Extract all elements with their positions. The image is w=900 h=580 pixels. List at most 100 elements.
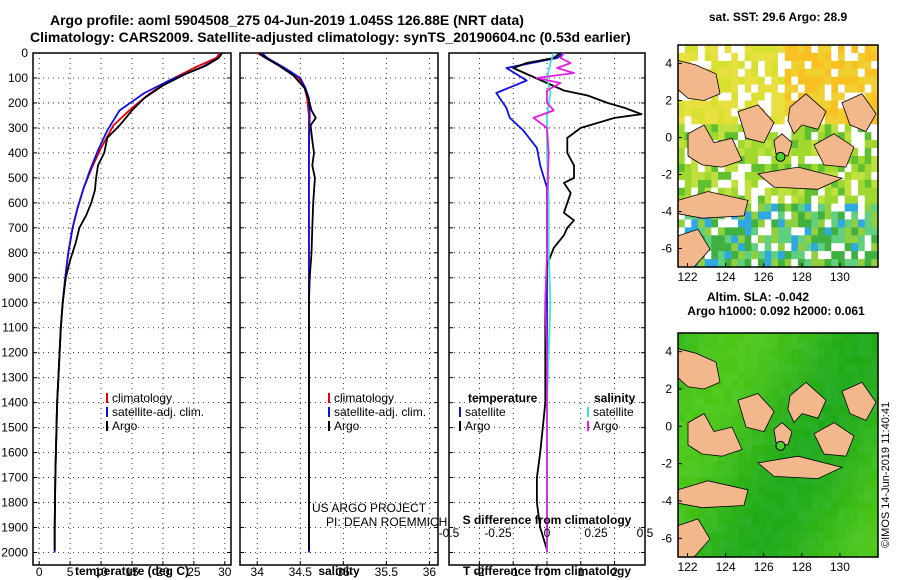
map-cell [684,405,692,414]
map-cell [758,381,766,390]
map-cell [818,76,826,86]
map-cell [684,509,692,518]
map-cell [864,211,872,220]
map-cell [678,219,686,228]
map-cell [758,52,766,62]
map-cell [751,461,759,470]
map-cell [764,437,772,446]
map-cell [771,533,779,542]
map-cell [824,501,832,510]
map-cell [738,509,746,518]
map-cell [751,219,759,228]
map-cell [771,421,779,430]
map-cell [864,549,872,558]
map-cell [784,235,792,244]
map-cell [711,116,719,125]
map-cell [711,251,719,260]
map-cell [818,493,826,502]
map-cell [751,60,759,70]
map-cell [871,373,879,382]
map-cell [718,108,726,117]
map-cell [844,84,852,94]
map-cell [751,45,759,54]
map-y-tick-label: 4 [665,345,672,359]
map-cell [724,373,732,382]
map-cell [731,251,739,260]
map-cell [718,163,726,173]
map-cell [678,445,686,454]
map-cell [771,357,779,366]
map-cell [678,437,686,446]
map-cell [838,251,846,260]
map-cell [758,549,766,558]
map-cell [778,453,786,462]
map-cell [698,259,706,268]
x-tick-label: 0 [36,565,43,579]
map-cell [731,52,739,62]
map-cell [678,469,686,478]
y-tick-label: 1000 [1,296,28,310]
map-cell [824,397,832,406]
map-cell [871,341,879,350]
map-cell [818,373,826,382]
map-cell [798,187,806,197]
map-cell [718,509,726,518]
map-cell [864,477,872,486]
map-frame [677,44,879,268]
map-cell [684,333,692,342]
map-cell [771,52,779,62]
land-polygon [787,381,827,424]
map-cell [864,349,872,358]
map-cell [798,373,806,382]
map-cell [871,429,879,438]
map-cell [798,413,806,422]
map-cell [851,453,859,462]
map-cell [751,437,759,446]
map-cell [864,365,872,374]
map-cell [818,227,826,236]
map-cell [858,179,866,189]
map-cell [764,132,772,141]
map-cell [804,549,812,558]
map-cell [818,92,826,102]
map-cell [751,509,759,518]
map-cell [758,92,766,102]
map-cell [731,357,739,366]
map-cell [764,45,772,54]
map-cell [731,60,739,70]
map-cell [864,251,872,260]
map-cell [864,179,872,189]
map-cell [684,469,692,478]
map-cell [791,509,799,518]
map-cell [678,116,686,125]
map-cell [698,171,706,181]
map-cell [771,235,779,244]
map-cell [791,52,799,62]
map-cell [811,485,819,494]
map-cell [838,485,846,494]
map-cell [778,493,786,502]
map-cell [851,349,859,358]
map-cell [758,389,766,398]
map-cell [831,251,839,260]
map-cell [764,341,772,350]
temperature-panel: 0100200300400500600700800900100011001200… [1,46,232,579]
map-cell [684,187,692,197]
map-cell [824,517,832,526]
map-cell [798,140,806,149]
map-cell [718,397,726,406]
map-cell [858,235,866,244]
map-cell [784,341,792,350]
map-cell [778,68,786,78]
map-cell [784,477,792,486]
map-cell [838,341,846,350]
map-cell [778,397,786,406]
y-tick-label: 700 [8,221,28,235]
map-cell [751,76,759,86]
map-cell [678,381,686,390]
map-x-tick-label: 124 [716,560,736,574]
map-cell [871,148,879,157]
map-cell [704,227,712,236]
map-cell [718,76,726,86]
map-cell [718,533,726,542]
